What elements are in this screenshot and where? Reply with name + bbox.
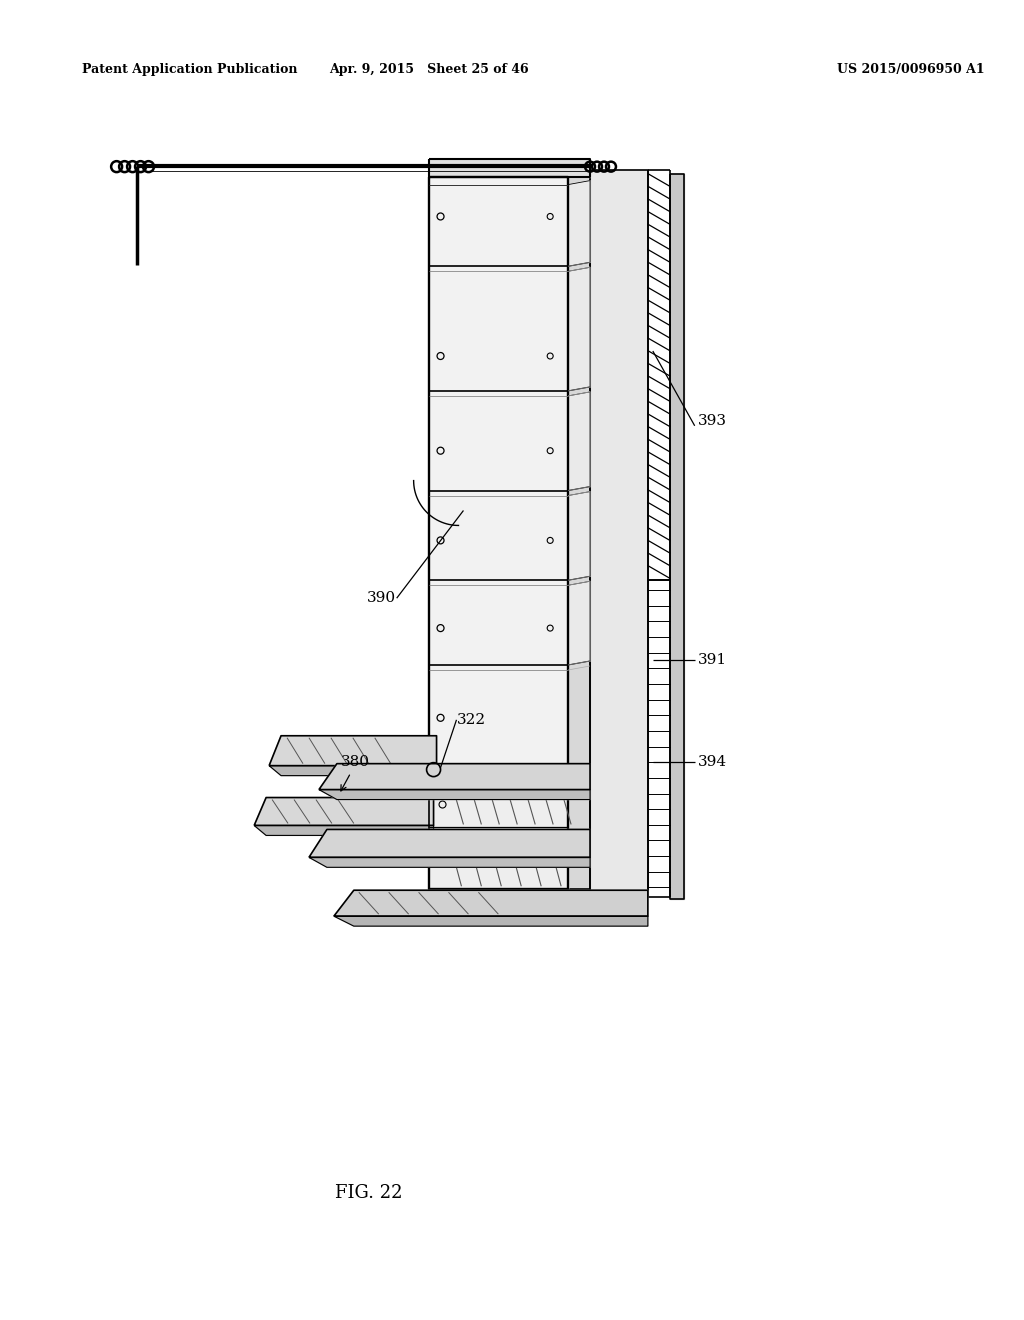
Text: 391: 391 <box>697 653 727 667</box>
Polygon shape <box>568 181 590 267</box>
Polygon shape <box>568 268 590 391</box>
Polygon shape <box>318 789 590 800</box>
Polygon shape <box>670 174 684 899</box>
Polygon shape <box>318 764 590 789</box>
Polygon shape <box>429 177 568 890</box>
Text: 394: 394 <box>697 755 727 768</box>
Polygon shape <box>254 797 433 825</box>
Polygon shape <box>568 491 590 581</box>
Polygon shape <box>568 177 590 890</box>
Text: US 2015/0096950 A1: US 2015/0096950 A1 <box>838 63 985 77</box>
Text: 393: 393 <box>697 413 727 428</box>
Polygon shape <box>334 890 648 916</box>
Text: FIG. 22: FIG. 22 <box>335 1184 402 1203</box>
Polygon shape <box>254 825 433 836</box>
Text: Patent Application Publication: Patent Application Publication <box>82 63 297 77</box>
Polygon shape <box>269 735 436 766</box>
Polygon shape <box>568 581 590 665</box>
Polygon shape <box>568 392 590 491</box>
Polygon shape <box>429 770 568 890</box>
Text: 390: 390 <box>367 591 396 605</box>
Polygon shape <box>309 829 590 858</box>
Polygon shape <box>334 916 648 927</box>
Polygon shape <box>590 170 648 898</box>
Text: 322: 322 <box>457 713 485 727</box>
Polygon shape <box>309 858 590 867</box>
Text: 380: 380 <box>341 755 370 768</box>
Polygon shape <box>429 158 590 177</box>
Polygon shape <box>269 766 436 776</box>
Text: Apr. 9, 2015   Sheet 25 of 46: Apr. 9, 2015 Sheet 25 of 46 <box>329 63 528 77</box>
